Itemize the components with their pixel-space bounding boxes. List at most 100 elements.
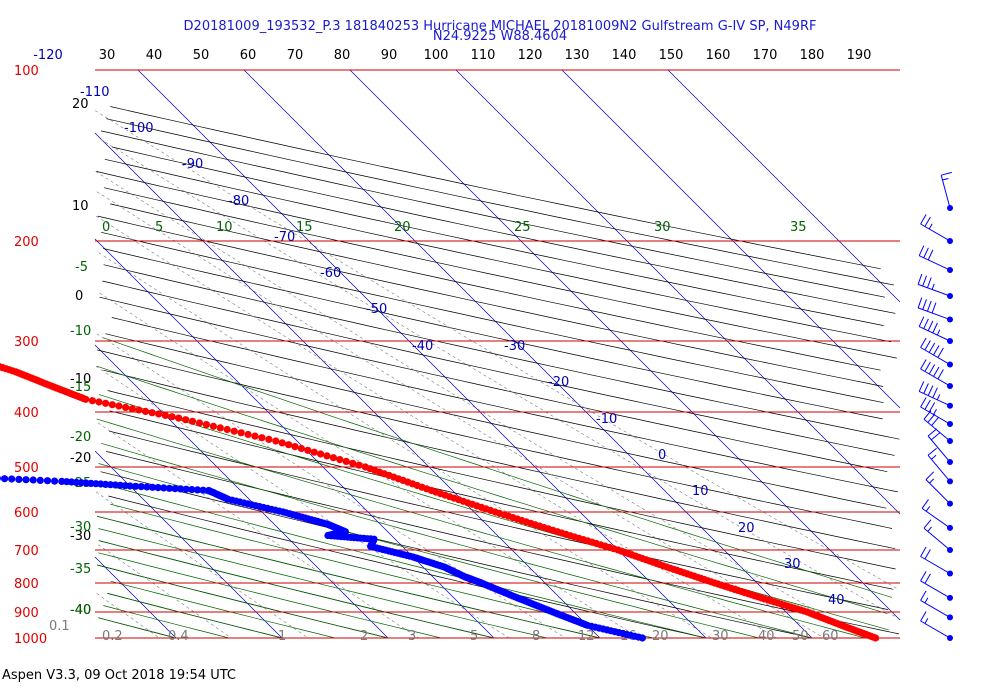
isotherm-label: -70 xyxy=(274,230,295,245)
moist-adiabat-label: 15 xyxy=(296,220,313,235)
mixing-ratio-label: 30 xyxy=(712,629,729,644)
wind-barb-point xyxy=(947,500,953,507)
dewpoint-point xyxy=(15,475,23,483)
mixing-ratio-label: 0.1 xyxy=(49,619,70,634)
isotherm-line xyxy=(137,69,707,639)
mixing-ratio-line xyxy=(95,171,863,639)
mixing-ratio-line xyxy=(98,422,419,639)
moist-adiabat-label: -5 xyxy=(75,260,88,275)
wind-barb-point xyxy=(947,635,953,641)
moist-adiabat-line xyxy=(98,552,442,639)
temperature-point xyxy=(182,416,190,424)
wind-barb-flag xyxy=(918,245,925,256)
wind-barb-point xyxy=(947,547,953,553)
temperature-point xyxy=(265,435,273,443)
moist-adiabat-label: 5 xyxy=(155,220,163,235)
wind-barb-half-flag xyxy=(925,506,931,512)
wind-barb-flag xyxy=(928,364,936,375)
isotherm-line xyxy=(667,69,901,303)
wind-barb-point xyxy=(947,402,953,409)
wind-barb-point xyxy=(947,267,953,273)
dry-adiabat-line xyxy=(101,231,884,404)
wind-barb-half-flag xyxy=(924,597,929,604)
wind-barb-point xyxy=(947,293,953,299)
wind-barb-flag xyxy=(928,402,936,413)
wind-barb-flag xyxy=(931,432,941,441)
dry-adiabat-label: 20 xyxy=(72,97,89,112)
mixing-ratio-label: 2 xyxy=(360,629,368,644)
dry-adiabat-line xyxy=(109,430,889,610)
isotherm-label: -40 xyxy=(412,339,433,354)
temperature-point xyxy=(329,454,337,462)
wind-barb-staff xyxy=(920,556,951,574)
dry-adiabat-line xyxy=(103,248,883,420)
temperature-point xyxy=(244,430,252,439)
pressure-tick-label: 300 xyxy=(14,335,39,350)
wind-barb-staff xyxy=(923,527,951,551)
wind-barb-flag xyxy=(922,275,927,287)
dewpoint-point xyxy=(8,475,16,483)
dewpoint-point xyxy=(182,485,190,493)
wind-barb-half-flag xyxy=(931,454,937,460)
isotherm-label: -110 xyxy=(80,85,110,100)
mixing-ratio-label: 12 xyxy=(578,629,595,644)
dry-adiabat-label: -40 xyxy=(70,603,91,618)
dry-adiabat-line xyxy=(100,130,886,298)
dry-adiabat-line xyxy=(105,333,887,509)
wind-barb-flag xyxy=(937,369,944,380)
top-temperature-tick: 30 xyxy=(99,48,116,63)
dry-adiabat-line xyxy=(103,187,897,359)
dry-adiabat-label: -20 xyxy=(70,451,91,466)
wind-barb-half-flag xyxy=(929,478,935,484)
wind-barb-staff xyxy=(920,406,951,425)
wind-barb-flag xyxy=(920,611,927,622)
wind-barb-staff xyxy=(920,347,951,365)
isotherm-label: 30 xyxy=(784,557,801,572)
temperature-point xyxy=(251,432,259,440)
pressure-tick-label: 1000 xyxy=(14,632,47,647)
temperature-point xyxy=(108,401,116,409)
moist-adiabat-line xyxy=(107,593,283,639)
temperature-point xyxy=(230,427,238,435)
wind-barb-point xyxy=(947,594,953,601)
wind-barb-flag xyxy=(926,277,932,288)
wind-barb-flag xyxy=(932,387,938,398)
isotherm-line xyxy=(94,450,283,639)
moist-adiabat-line xyxy=(97,564,389,639)
temperature-point xyxy=(209,422,217,430)
mixing-ratio-label: 50 xyxy=(792,629,809,644)
wind-barb-point xyxy=(947,421,953,427)
dewpoint-point xyxy=(29,476,37,484)
top-temperature-tick: 140 xyxy=(612,48,637,63)
wind-barb-flag xyxy=(923,247,929,259)
isotherm-label: -80 xyxy=(228,194,249,209)
moist-adiabat-label: 20 xyxy=(394,220,411,235)
wind-barb-flag xyxy=(941,171,952,176)
software-footer: Aspen V3.3, 09 Oct 2018 19:54 UTC xyxy=(2,668,236,683)
wind-barb-staff xyxy=(923,418,951,442)
top-temperature-tick: 50 xyxy=(193,48,210,63)
dewpoint-point xyxy=(193,486,202,494)
temperature-point xyxy=(297,444,305,453)
temperature-point xyxy=(135,406,143,414)
top-temperature-tick: 40 xyxy=(146,48,163,63)
top-temperature-tick: 100 xyxy=(424,48,449,63)
wind-barb-half-flag xyxy=(928,223,933,230)
temperature-point xyxy=(188,417,197,425)
grid-layer xyxy=(94,69,901,639)
wind-barb-point xyxy=(947,205,953,211)
wind-barb-staff xyxy=(918,326,951,342)
isotherm-line xyxy=(349,69,901,621)
moist-adiabat-line xyxy=(103,337,893,598)
wind-barb-flag xyxy=(931,302,937,314)
dewpoint-point xyxy=(638,634,647,642)
moist-adiabat-label: -20 xyxy=(70,430,91,445)
wind-barb-flag xyxy=(920,397,927,408)
temperature-point xyxy=(310,448,318,456)
wind-barb-point xyxy=(947,478,953,485)
temperature-point xyxy=(128,405,136,413)
top-temperature-tick: 120 xyxy=(518,48,543,63)
wind-barb-flag xyxy=(927,428,937,437)
pressure-tick-label: 400 xyxy=(14,406,39,421)
